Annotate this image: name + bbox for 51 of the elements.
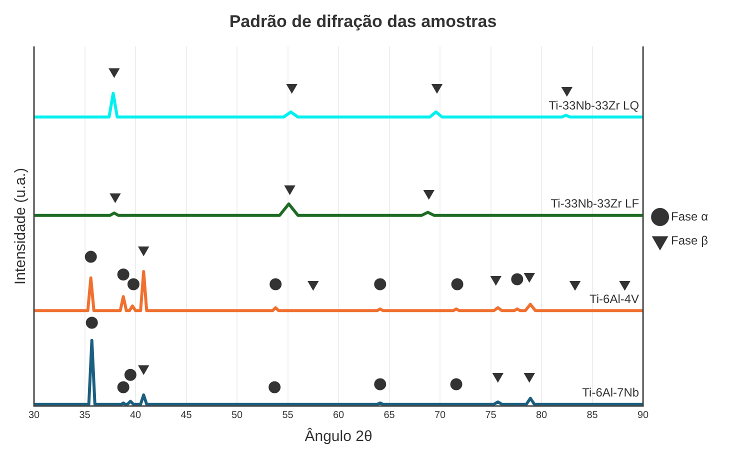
x-tick-label: 40 [130,410,142,421]
series-label: Ti-33Nb-33Zr LF [550,196,640,211]
point [108,68,120,78]
legend-label: Fase α [671,209,708,224]
x-tick-label: 30 [28,410,40,421]
x-tick-label: 90 [637,410,650,421]
point [286,84,298,94]
point [270,278,282,290]
x-tick-label: 75 [485,410,497,421]
point [124,368,136,381]
point [424,190,434,200]
series-label: Ti-33Nb-33Zr LQ [548,98,640,112]
point [450,378,462,390]
x-tick-label: 85 [586,410,598,421]
point [117,381,130,394]
chart-title: Padrão de difração das amostras [229,12,497,31]
x-tick-label: 60 [332,410,345,421]
point [620,280,630,290]
point [524,272,535,282]
series-label: Ti-6Al-4V [589,292,640,306]
point [492,372,504,382]
point [127,278,140,290]
point [84,250,97,263]
point [86,316,98,329]
point [374,378,386,390]
point [490,276,502,286]
x-tick-label: 65 [384,410,396,421]
point [570,280,580,290]
point [308,280,318,290]
x-axis-title: Ângulo 2θ [304,427,372,446]
point [268,381,281,394]
x-tick-label: 80 [536,410,548,421]
point [117,268,130,281]
point [374,278,386,290]
series-label: Ti-6Al-7Nb [582,386,640,400]
legend-label: Fase β [671,233,708,248]
point [432,84,442,94]
point [511,273,524,286]
point [284,185,296,195]
point [138,365,149,375]
x-tick-label: 45 [180,410,192,421]
y-axis-title: Intensidade (u.a.) [12,168,30,285]
point [524,372,535,382]
x-tick-label: 35 [79,410,91,421]
point [138,246,149,256]
point [562,86,572,96]
x-tick-label: 70 [434,410,446,421]
x-tick-label: 50 [231,410,244,421]
point [451,278,464,290]
x-tick-label: 55 [282,410,294,421]
point [110,193,120,203]
